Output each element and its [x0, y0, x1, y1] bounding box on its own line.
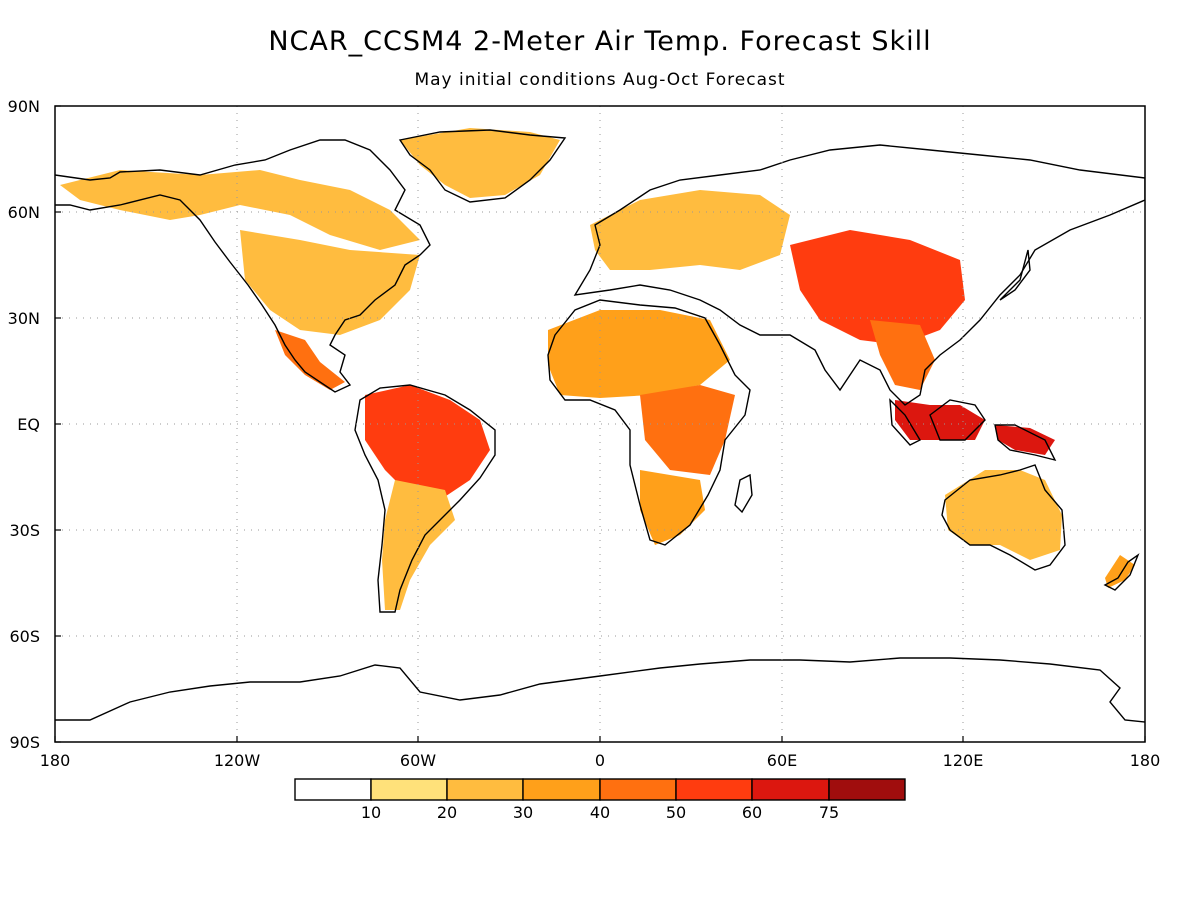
axis-ticks: [54, 105, 1146, 743]
coastline-new-zealand: [1103, 553, 1140, 591]
lon-label: 60E: [767, 751, 797, 770]
colorbar-swatch: [828, 778, 906, 801]
lat-label: 30S: [9, 521, 40, 540]
colorbar-swatch: [294, 778, 372, 801]
colorbar-label: 20: [437, 803, 457, 822]
colorbar-label: 60: [742, 803, 762, 822]
coastline-borneo: [929, 399, 986, 441]
colorbar-swatch: [675, 778, 753, 801]
lon-label: 60W: [400, 751, 436, 770]
latitude-labels: 90N 60N 30N EQ 30S 60S 90S: [8, 97, 40, 752]
skill-region-new-guinea: [995, 425, 1055, 455]
lat-label: EQ: [17, 415, 40, 434]
coastline-africa: [547, 299, 751, 546]
colorbar: 10 20 30 40 50 60 75: [294, 778, 906, 822]
lat-label: 30N: [8, 309, 40, 328]
lon-label: 180: [1130, 751, 1161, 770]
colorbar-swatch: [751, 778, 830, 801]
colorbar-label: 10: [361, 803, 381, 822]
lat-label: 60S: [9, 627, 40, 646]
lon-label: 120W: [214, 751, 261, 770]
graticule: [55, 106, 1145, 742]
colorbar-label: 30: [513, 803, 533, 822]
colorbar-label: 75: [819, 803, 839, 822]
skill-region-eastern-united-states: [240, 230, 420, 335]
colorbar-swatch: [522, 778, 601, 801]
skill-region-maritime-continent: [895, 400, 985, 440]
skill-shading: [60, 128, 1135, 610]
coastline-sumatra: [889, 398, 921, 446]
coastline-greenland: [398, 129, 567, 203]
skill-region-australia: [945, 470, 1062, 560]
skill-region-central-east-africa: [640, 385, 735, 475]
lat-label: 90S: [9, 733, 40, 752]
page-title: NCAR_CCSM4 2-Meter Air Temp. Forecast Sk…: [268, 26, 932, 57]
coastline-eurasia: [573, 144, 1145, 406]
colorbar-swatch: [446, 778, 524, 801]
skill-region-southern-south-america: [382, 480, 455, 610]
lon-label: 0: [595, 751, 605, 770]
skill-region-greenland: [400, 128, 560, 198]
skill-region-alaska-canada-north: [60, 170, 420, 250]
coastline-japan: [999, 249, 1031, 301]
coastline-antarctica: [55, 657, 1145, 723]
colorbar-label: 40: [590, 803, 610, 822]
lat-label: 60N: [8, 203, 40, 222]
coastline-new-guinea: [994, 424, 1057, 462]
lon-label: 120E: [943, 751, 984, 770]
skill-region-amazon-basin: [365, 385, 490, 500]
skill-region-mexico-central-america: [275, 330, 345, 390]
skill-region-europe-russia: [590, 190, 790, 270]
lon-label: 180: [40, 751, 71, 770]
colorbar-label: 50: [666, 803, 686, 822]
longitude-labels: 180 120W 60W 0 60E 120E 180: [40, 751, 1161, 770]
colorbar-swatch: [599, 778, 677, 801]
page-subtitle: May initial conditions Aug-Oct Forecast: [414, 70, 786, 90]
skill-region-southeast-asia: [870, 320, 935, 390]
coastline-north-america: [55, 139, 431, 393]
lat-label: 90N: [8, 97, 40, 116]
colorbar-swatch: [370, 778, 448, 801]
coastline-australia: [941, 464, 1066, 571]
coastline-madagascar: [734, 473, 753, 514]
skill-region-sahara-west-africa: [548, 310, 730, 398]
skill-region-tibet-china: [790, 230, 965, 345]
